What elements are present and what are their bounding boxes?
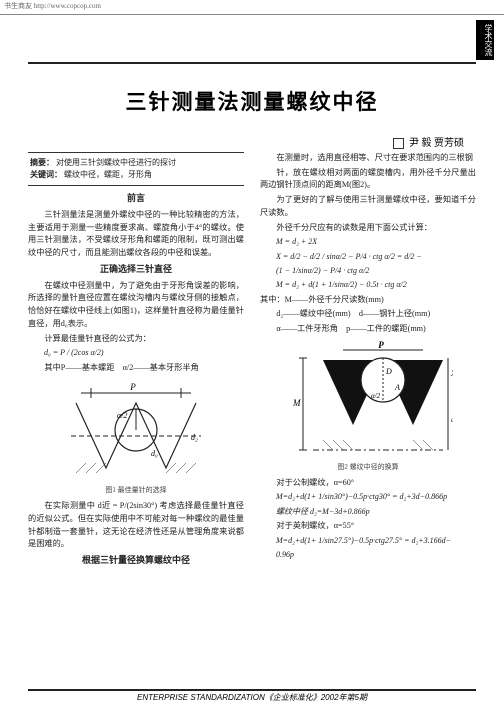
svg-text:d₂: d₂ [191, 433, 198, 442]
svg-text:α/2: α/2 [117, 411, 127, 420]
formula: M=d₂+d(1+ 1/sin30°)−0.5p·ctg30° = d₂+3d−… [260, 491, 476, 503]
para: α——工件牙形角 p——工件的螺距(mm) [260, 323, 476, 336]
formula: M = d₂ + 2X [260, 236, 476, 248]
para: 对于英制螺纹，α=55° [260, 520, 476, 533]
para: d₂——螺纹中径(mm) d——钢针上径(mm) [260, 308, 476, 321]
article-title: 三针测量法测量螺纹中径 [0, 86, 504, 116]
svg-text:P: P [129, 382, 136, 392]
figure-2-caption: 图2 螺纹中径的换算 [260, 462, 476, 473]
formula: X = d/2 − d/2 / sinα/2 − P/4 · ctg α/2 =… [260, 251, 476, 263]
abstract-text: 对使用三针剑螺纹中径进行的探讨 [56, 158, 176, 167]
author-box-icon [393, 138, 404, 149]
side-tab: 学术交流 [476, 20, 494, 60]
svg-text:P: P [378, 340, 384, 350]
para: 在测量时，选用直径相等、尺寸在要求范围内的三根钢 [260, 152, 476, 165]
section-head-preface: 前言 [28, 192, 244, 206]
browser-bar: 书生商友 http://www.copcop.com [0, 0, 504, 15]
svg-text:d₂/2: d₂/2 [451, 416, 453, 424]
abstract-box: 摘要： 对使用三针剑螺纹中径进行的探讨 关键词： 螺纹中径，螺距，牙形角 [28, 152, 244, 186]
para: 针，放在螺纹相对两面的螺旋槽内，用外径千分尺量出两边钢针顶点间的距离M(图2)。 [260, 167, 476, 192]
para: 在实际测量中 d近 = P/(2sin30°) 考虑选择最佳量针直径的近似公式。… [28, 500, 244, 551]
formula: (1 − 1/sinα/2) − P/4 · ctg α/2 [260, 265, 476, 277]
para: 在螺纹中径测量中，为了避免由于牙形角误差的影响，所选择的量针直径应置在螺纹沟槽内… [28, 280, 244, 331]
keywords-line: 关键词： 螺纹中径，螺距，牙形角 [30, 169, 242, 181]
para: 外径千分尺应有的读数是用下面公式计算： [260, 222, 476, 235]
formula: d₀ = P / (2cos α/2) [28, 347, 244, 359]
authors-line: 尹 毅 贾芳硕 [393, 134, 465, 149]
section-head-select: 正确选择三针直径 [28, 263, 244, 277]
keywords-label: 关键词： [30, 170, 62, 179]
top-rule [28, 62, 476, 64]
svg-text:A: A [394, 383, 400, 392]
figure-2-svg: P D A α/2 M X d₂/2 [283, 340, 453, 460]
formula: M=d₂+d(1+ 1/sin27.5°)−0.5p·ctg27.5° = d₂… [260, 535, 476, 547]
authors-text: 尹 毅 贾芳硕 [409, 138, 464, 149]
figure-2: P D A α/2 M X d₂/2 [260, 340, 476, 473]
side-tab-text: 学术交流 [484, 24, 493, 56]
svg-text:D: D [385, 367, 392, 376]
body-columns: 摘要： 对使用三针剑螺纹中径进行的探讨 关键词： 螺纹中径，螺距，牙形角 前言 … [28, 152, 476, 677]
formula: 0.96p [260, 549, 476, 561]
formula: 螺纹中径 d₂=M−3d+0.866p [260, 506, 476, 518]
url-text: 书生商友 http://www.copcop.com [4, 2, 101, 10]
para: 三针测量法是测量外螺纹中径的一种比较精密的方法，主要适用于测量一些精度要求高、螺… [28, 209, 244, 260]
keywords-text: 螺纹中径，螺距，牙形角 [64, 170, 152, 179]
svg-text:X: X [450, 369, 453, 378]
figure-1-caption: 图1 最佳量针的选择 [28, 485, 244, 496]
para: 其中：M——外径千分尺读数(mm) [260, 294, 476, 307]
section-head-convert: 根据三针量径换算螺纹中径 [28, 554, 244, 568]
abstract-label: 摘要： [30, 158, 54, 167]
para: 计算最佳量针直径的公式为： [28, 333, 244, 346]
page: 书生商友 http://www.copcop.com 学术交流 三针测量法测量螺… [0, 0, 504, 713]
svg-text:α/2: α/2 [371, 392, 381, 400]
footer-rule [28, 689, 476, 691]
figure-1: P α/2 d₀ d₂ [28, 378, 244, 496]
para: 为了更好的了解与使用三针测量螺纹中径，要知道千分尺读数。 [260, 194, 476, 219]
svg-text:d₀: d₀ [151, 449, 158, 458]
formula: M = d₂ + d(1 + 1/sinα/2) − 0.5t · ctg α/… [260, 279, 476, 291]
figure-1-svg: P α/2 d₀ d₂ [61, 378, 211, 483]
svg-text:M: M [292, 398, 301, 408]
para: 其中P——基本螺距 α/2——基本牙形半角 [28, 362, 244, 375]
para: 对于公制螺纹，α=60° [260, 477, 476, 490]
abstract-line: 摘要： 对使用三针剑螺纹中径进行的探讨 [30, 157, 242, 169]
footer-text: ENTERPRISE STANDARDIZATION《企业标准化》2002年第5… [0, 692, 504, 703]
